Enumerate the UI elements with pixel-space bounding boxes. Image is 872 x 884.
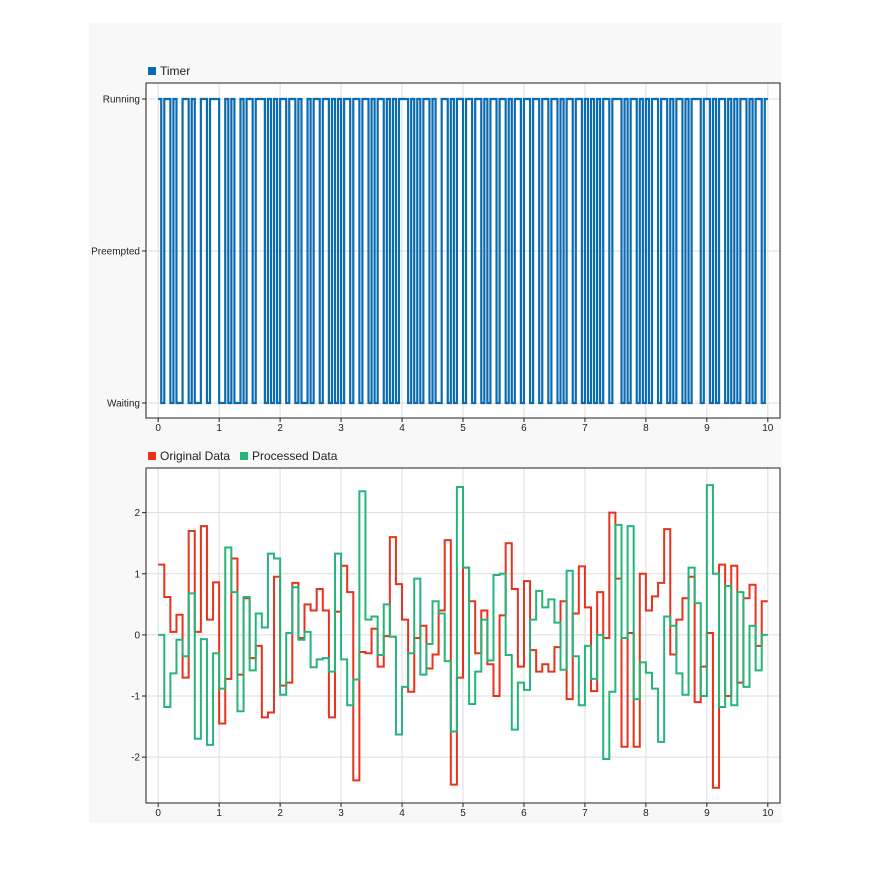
timer-legend-label: Timer	[160, 64, 190, 78]
y-tick-label: -2	[131, 753, 140, 764]
x-tick-label: 4	[399, 423, 405, 434]
x-tick-label: 3	[338, 808, 344, 819]
original-data-line	[158, 511, 768, 789]
x-tick-label: 6	[521, 423, 527, 434]
timer-legend: Timer	[148, 64, 190, 78]
y-tick-label: Running	[103, 95, 140, 106]
original-data-legend-label: Original Data	[160, 449, 230, 463]
x-tick-label: 1	[216, 423, 222, 434]
data-series	[158, 484, 768, 789]
processed-data-line	[158, 484, 768, 760]
x-tick-label: 7	[582, 808, 588, 819]
x-tick-label: 10	[762, 808, 774, 819]
y-tick-label: 1	[134, 569, 140, 580]
y-tick-label: Waiting	[107, 399, 140, 410]
y-tick-label: 2	[134, 508, 140, 519]
x-tick-label: 9	[704, 808, 710, 819]
timer-y-axis: Waiting Preempted Running	[91, 95, 146, 410]
x-tick-label: 3	[338, 423, 344, 434]
timer-legend-swatch	[148, 67, 156, 75]
x-tick-label: 0	[155, 423, 161, 434]
timer-plot: 0 1 2 3 4 5 6 7 8 9 10 Waiting Preempted Running	[91, 82, 781, 434]
y-tick-label: Preempted	[91, 247, 140, 258]
x-tick-label: 7	[582, 423, 588, 434]
x-tick-label: 6	[521, 808, 527, 819]
x-tick-label: 0	[155, 808, 161, 819]
processed-data-legend-swatch	[240, 452, 248, 460]
data-x-axis: 0 1 2 3 4 5 6 7 8 9 10	[155, 803, 774, 819]
original-data-legend-swatch	[148, 452, 156, 460]
data-y-axis: -2 -1 0 1 2	[131, 508, 146, 764]
x-tick-label: 2	[277, 423, 283, 434]
x-tick-label: 2	[277, 808, 283, 819]
x-tick-label: 4	[399, 808, 405, 819]
processed-data-legend-label: Processed Data	[252, 449, 338, 463]
data-legend: Original Data Processed Data	[148, 449, 338, 463]
y-tick-label: 0	[134, 630, 140, 641]
x-tick-label: 8	[643, 808, 649, 819]
timer-x-axis: 0 1 2 3 4 5 6 7 8 9 10	[155, 418, 774, 434]
data-plot: 0 1 2 3 4 5 6 7 8 9 10 -2 -1 0 1 2	[131, 467, 781, 819]
x-tick-label: 5	[460, 423, 466, 434]
x-tick-label: 8	[643, 423, 649, 434]
x-tick-label: 1	[216, 808, 222, 819]
x-tick-label: 10	[762, 423, 774, 434]
x-tick-label: 5	[460, 808, 466, 819]
timer-series	[158, 97, 768, 405]
y-tick-label: -1	[131, 692, 140, 703]
x-tick-label: 9	[704, 423, 710, 434]
timer-series-line	[158, 97, 768, 405]
